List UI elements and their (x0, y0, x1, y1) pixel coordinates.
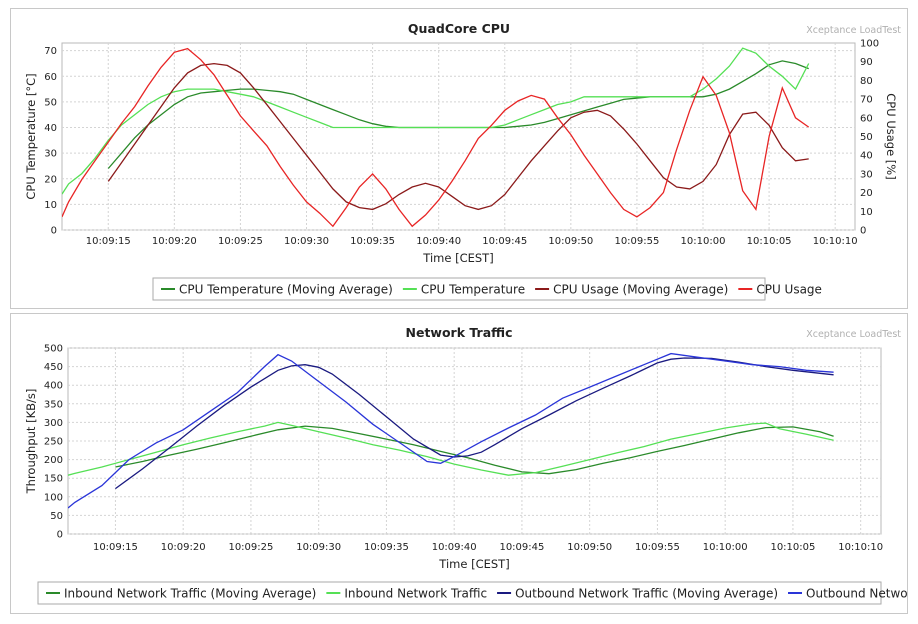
network-legend (37, 581, 882, 605)
cpu-y-axis-label: CPU Temperature [°C] (24, 73, 38, 199)
cpu-y-tick-label: 10 (44, 200, 57, 211)
network-x-tick-label: 10:09:35 (364, 542, 409, 553)
cpu-x-tick-label: 10:09:40 (416, 236, 461, 247)
cpu-y2-axis-label: CPU Usage [%] (884, 93, 898, 179)
network-y-tick-label: 300 (44, 418, 63, 429)
network-x-tick-label: 10:09:25 (228, 542, 273, 553)
network-watermark: Xceptance LoadTest (806, 329, 901, 340)
cpu-y-tick-label: 50 (44, 97, 57, 108)
network-y-tick-label: 400 (44, 381, 63, 392)
cpu-y2-tick-label: 40 (860, 151, 873, 162)
cpu-x-tick-label: 10:09:20 (152, 236, 197, 247)
cpu-x-tick-label: 10:10:05 (747, 236, 792, 247)
cpu-x-tick-label: 10:09:50 (548, 236, 593, 247)
cpu-y-tick-label: 70 (44, 46, 57, 57)
network-chart-title: Network Traffic (406, 325, 513, 340)
cpu-y2-tick-label: 50 (860, 132, 873, 143)
cpu-y2-tick-label: 70 (860, 95, 873, 106)
cpu-x-tick-label: 10:09:30 (284, 236, 329, 247)
network-x-tick-label: 10:10:10 (838, 542, 883, 553)
cpu-y-tick-label: 30 (44, 149, 57, 160)
cpu-x-tick-label: 10:10:00 (681, 236, 726, 247)
cpu-x-tick-label: 10:09:35 (350, 236, 395, 247)
cpu-x-tick-label: 10:10:10 (813, 236, 858, 247)
network-y-tick-label: 200 (44, 455, 63, 466)
cpu-x-axis-label: Time [CEST] (422, 251, 493, 265)
cpu-plot-area (61, 42, 856, 231)
cpu-y2-tick-label: 20 (860, 188, 873, 199)
network-x-tick-label: 10:10:00 (703, 542, 748, 553)
network-y-axis-label: Throughput [KB/s] (24, 389, 38, 495)
cpu-y-tick-label: 40 (44, 123, 57, 134)
network-y-tick-label: 100 (44, 492, 63, 503)
cpu-x-tick-label: 10:09:15 (86, 236, 131, 247)
network-y-tick-label: 50 (50, 511, 63, 522)
cpu-legend-entry: CPU Usage (756, 283, 822, 297)
network-x-tick-label: 10:09:55 (635, 542, 680, 553)
cpu-y2-tick-label: 100 (860, 39, 879, 50)
cpu-y2-tick-label: 80 (860, 76, 873, 87)
cpu-series-line-3 (107, 62, 809, 211)
network-x-axis-label: Time [CEST] (438, 557, 509, 571)
cpu-chart-title: QuadCore CPU (408, 21, 510, 36)
network-y-tick-label: 350 (44, 399, 63, 410)
network-chart-panel: Network Traffic Xceptance LoadTest 10:09:1… (10, 313, 908, 614)
network-legend-entry: Outbound Network Traffic (806, 587, 907, 601)
cpu-y-tick-label: 20 (44, 174, 57, 185)
cpu-y2-tick-label: 10 (860, 207, 873, 218)
cpu-y2-tick-label: 30 (860, 169, 873, 180)
network-x-tick-label: 10:09:15 (93, 542, 138, 553)
cpu-y2-tick-label: 90 (860, 57, 873, 68)
network-x-tick-label: 10:09:50 (567, 542, 612, 553)
network-legend-entry: Inbound Network Traffic (344, 587, 487, 601)
cpu-legend-entry: CPU Temperature (Moving Average) (179, 283, 393, 297)
network-x-tick-label: 10:10:05 (770, 542, 815, 553)
cpu-chart-panel: QuadCore CPU Xceptance LoadTest 10:09:15 10… (10, 8, 908, 309)
cpu-legend (152, 277, 766, 301)
network-x-tick-label: 10:09:30 (296, 542, 341, 553)
cpu-y2-tick-label: 0 (860, 226, 866, 237)
cpu-y2-tick-label: 60 (860, 113, 873, 124)
network-y-tick-label: 0 (57, 530, 63, 541)
network-x-tick-label: 10:09:45 (499, 542, 544, 553)
cpu-series-line-2 (62, 47, 810, 195)
network-y-tick-label: 500 (44, 344, 63, 355)
network-y-tick-label: 150 (44, 474, 63, 485)
network-y-tick-label: 250 (44, 437, 63, 448)
cpu-legend-entry: CPU Usage (Moving Average) (553, 283, 728, 297)
network-y-tick-label: 450 (44, 362, 63, 373)
cpu-y-tick-label: 0 (51, 226, 57, 237)
cpu-series-line-4 (62, 47, 810, 228)
cpu-x-tick-label: 10:09:45 (482, 236, 527, 247)
network-chart: Network Traffic Xceptance LoadTest 10:09:1… (24, 325, 907, 605)
cpu-legend-entry: CPU Temperature (421, 283, 525, 297)
network-series-line-1 (115, 425, 834, 475)
network-series-line-2 (68, 421, 834, 476)
network-legend-entry: Inbound Network Traffic (Moving Average) (64, 587, 316, 601)
network-series-line-4 (68, 352, 834, 509)
cpu-y-tick-label: 60 (44, 72, 57, 83)
cpu-watermark: Xceptance LoadTest (806, 25, 901, 36)
cpu-chart: QuadCore CPU Xceptance LoadTest 10:09:15 10… (24, 21, 901, 301)
cpu-x-tick-label: 10:09:55 (614, 236, 659, 247)
network-x-tick-label: 10:09:20 (161, 542, 206, 553)
network-x-tick-label: 10:09:40 (432, 542, 477, 553)
network-legend-entry: Outbound Network Traffic (Moving Average… (515, 587, 778, 601)
cpu-x-tick-label: 10:09:25 (218, 236, 263, 247)
